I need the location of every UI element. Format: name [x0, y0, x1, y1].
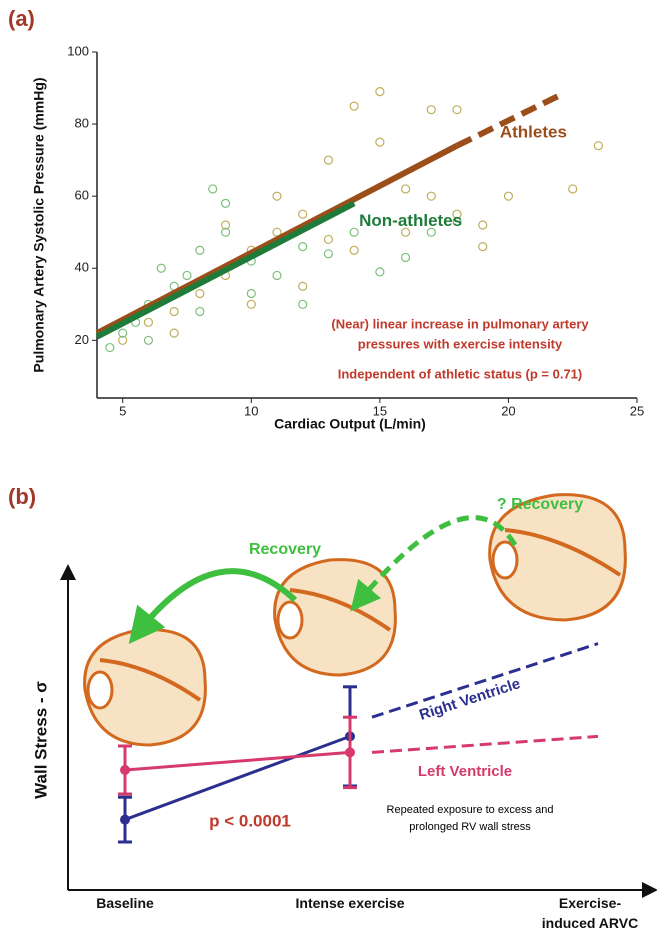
annotation: (Near) linear increase in pulmonary arte…	[331, 316, 589, 331]
point	[106, 344, 114, 352]
p-value: p < 0.0001	[209, 811, 291, 830]
chart: (a) Cardiac Output (L/min) Pulmonary Art…	[0, 0, 657, 934]
point	[144, 318, 152, 326]
point	[157, 264, 165, 272]
point	[183, 271, 191, 279]
point	[196, 289, 204, 297]
series-line	[125, 752, 350, 770]
point	[376, 88, 384, 96]
fit-line	[97, 203, 354, 336]
trend-line	[372, 644, 598, 718]
point	[247, 300, 255, 308]
point	[209, 185, 217, 193]
point	[222, 199, 230, 207]
recovery-arrow	[140, 571, 295, 630]
recovery-label: ? Recovery	[497, 496, 583, 513]
point	[350, 228, 358, 236]
point	[350, 102, 358, 110]
x-tick-label: Intense exercise	[295, 893, 405, 913]
point	[479, 221, 487, 229]
point	[402, 185, 410, 193]
point	[376, 138, 384, 146]
series-label: Athletes	[500, 123, 567, 142]
x-tick-label: 15	[373, 403, 387, 418]
point	[196, 246, 204, 254]
note: prolonged RV wall stress	[409, 821, 531, 833]
panel-label: (a)	[8, 6, 35, 31]
point	[324, 250, 332, 258]
point	[196, 308, 204, 316]
x-tick-label: 5	[119, 403, 126, 418]
y-axis-label: Pulmonary Artery Systolic Pressure (mmHg…	[31, 77, 47, 372]
series-label: Right Ventricle	[417, 675, 522, 724]
point	[427, 106, 435, 114]
series-label: Non-athletes	[359, 211, 462, 230]
point	[247, 289, 255, 297]
point	[299, 243, 307, 251]
point	[120, 765, 130, 775]
heart-illustration	[85, 495, 626, 745]
point	[299, 210, 307, 218]
figure: (a) Cardiac Output (L/min) Pulmonary Art…	[0, 0, 657, 934]
point	[569, 185, 577, 193]
point	[299, 282, 307, 290]
point	[402, 253, 410, 261]
point	[170, 329, 178, 337]
x-tick-label: 10	[244, 403, 258, 418]
note: Repeated exposure to excess and	[387, 804, 554, 816]
point	[324, 156, 332, 164]
point	[594, 142, 602, 150]
point	[144, 336, 152, 344]
point	[376, 268, 384, 276]
point	[453, 106, 461, 114]
point	[504, 192, 512, 200]
y-tick-label: 20	[75, 332, 89, 347]
point	[345, 747, 355, 757]
x-tick-label: 20	[501, 403, 515, 418]
point	[120, 815, 130, 825]
panel-label: (b)	[8, 484, 36, 509]
y-tick-label: 40	[75, 260, 89, 275]
trend-line	[372, 736, 598, 752]
annotation: Independent of athletic status (p = 0.71…	[338, 366, 583, 381]
point	[299, 300, 307, 308]
y-tick-label: 100	[67, 43, 89, 58]
x-tick-label: 25	[630, 403, 644, 418]
recovery-label: Recovery	[249, 541, 321, 558]
y-axis-label: Wall Stress - σ	[31, 681, 50, 799]
point	[479, 243, 487, 251]
x-axis-label: Cardiac Output (L/min)	[274, 416, 426, 432]
series-label: Left Ventricle	[418, 763, 512, 780]
fit-line	[97, 146, 457, 333]
y-tick-label: 80	[75, 116, 89, 131]
x-tick-label: Baseline	[80, 893, 170, 913]
x-tick-label: Exercise-induced ARVC	[535, 893, 645, 933]
point	[350, 246, 358, 254]
point	[273, 192, 281, 200]
point	[273, 271, 281, 279]
point	[427, 192, 435, 200]
point	[170, 308, 178, 316]
series-line	[125, 736, 350, 819]
y-tick-label: 60	[75, 188, 89, 203]
annotation: pressures with exercise intensity	[358, 336, 563, 351]
point	[324, 235, 332, 243]
